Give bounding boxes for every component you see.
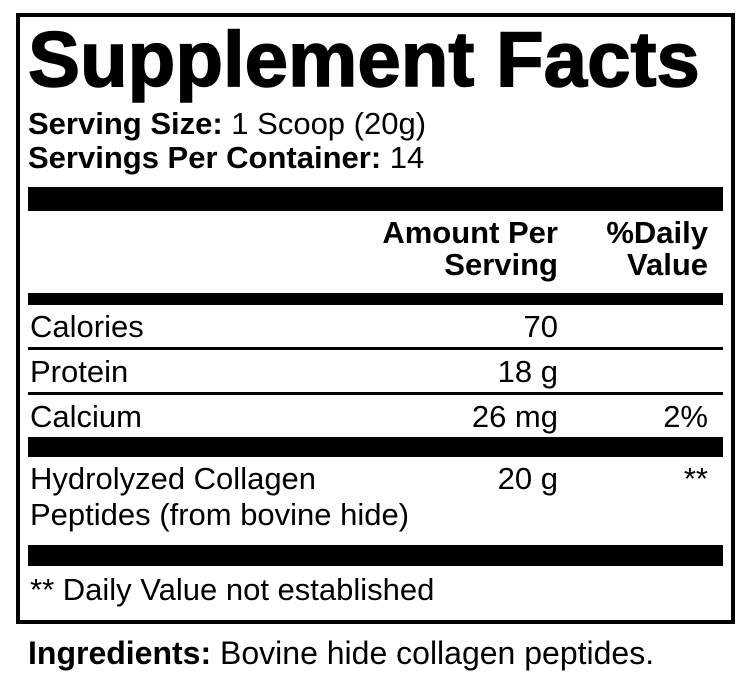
serving-size-value: 1 Scoop (20g) [222, 106, 427, 141]
serving-size-line: Serving Size: 1 Scoop (20g) [28, 107, 723, 141]
supplement-facts-panel: Supplement Facts Serving Size: 1 Scoop (… [16, 13, 735, 624]
column-header-row: Amount Per Serving %Daily Value [28, 217, 723, 281]
nutrient-dv [558, 354, 723, 390]
servings-per-container-value: 14 [381, 140, 425, 175]
nutrient-name: Calcium [30, 399, 142, 434]
nutrient-row-calcium: Calcium 26 mg 2% [28, 395, 723, 437]
header-spacer [28, 217, 382, 281]
panel-title: Supplement Facts [27, 15, 700, 103]
nutrient-amount: 26 mg [471, 399, 558, 434]
serving-size-label: Serving Size: [28, 106, 223, 141]
divider-bar-thick-top [28, 187, 723, 211]
row-divider-rule [28, 347, 723, 350]
nutrient-name-line1: Hydrolyzed Collagen [30, 461, 317, 496]
ingredients-value: Bovine hide collagen peptides. [211, 635, 655, 671]
nutrient-row-collagen: Hydrolyzed Collagen Peptides (from bovin… [28, 457, 723, 545]
nutrient-amount: 18 g [497, 354, 558, 389]
divider-bar-medium [28, 293, 723, 305]
nutrient-name: Hydrolyzed Collagen Peptides (from bovin… [28, 461, 448, 533]
servings-per-container-label: Servings Per Container: [28, 140, 382, 175]
ingredients-label: Ingredients: [28, 635, 212, 671]
ingredients-line: Ingredients: Bovine hide collagen peptid… [28, 634, 654, 672]
nutrient-dv: 2% [663, 399, 708, 434]
nutrient-amount: 20 g [497, 461, 558, 496]
amount-header-line2: Serving [444, 247, 558, 282]
servings-per-container-line: Servings Per Container: 14 [28, 141, 723, 175]
nutrient-dv [558, 309, 723, 345]
nutrient-row-calories: Calories 70 [28, 305, 723, 347]
nutrient-amount: 70 [523, 309, 558, 344]
daily-value-header: %Daily Value [558, 217, 723, 281]
dv-header-line1: %Daily [606, 215, 708, 250]
nutrient-name-line2: Peptides (from bovine hide) [30, 497, 410, 532]
row-divider-rule [28, 392, 723, 395]
nutrient-dv: ** [683, 461, 708, 496]
nutrient-name: Protein [30, 354, 129, 389]
dv-header-line2: Value [627, 247, 708, 282]
amount-per-serving-header: Amount Per Serving [382, 217, 558, 281]
divider-bar-thick-bottom [28, 545, 723, 566]
nutrient-name: Calories [30, 309, 144, 344]
divider-bar-thick-middle [28, 437, 723, 457]
amount-header-line1: Amount Per [382, 215, 558, 250]
daily-value-footnote: ** Daily Value not established [30, 572, 435, 607]
nutrient-row-protein: Protein 18 g [28, 350, 723, 392]
serving-info-block: Serving Size: 1 Scoop (20g) Servings Per… [28, 107, 723, 175]
